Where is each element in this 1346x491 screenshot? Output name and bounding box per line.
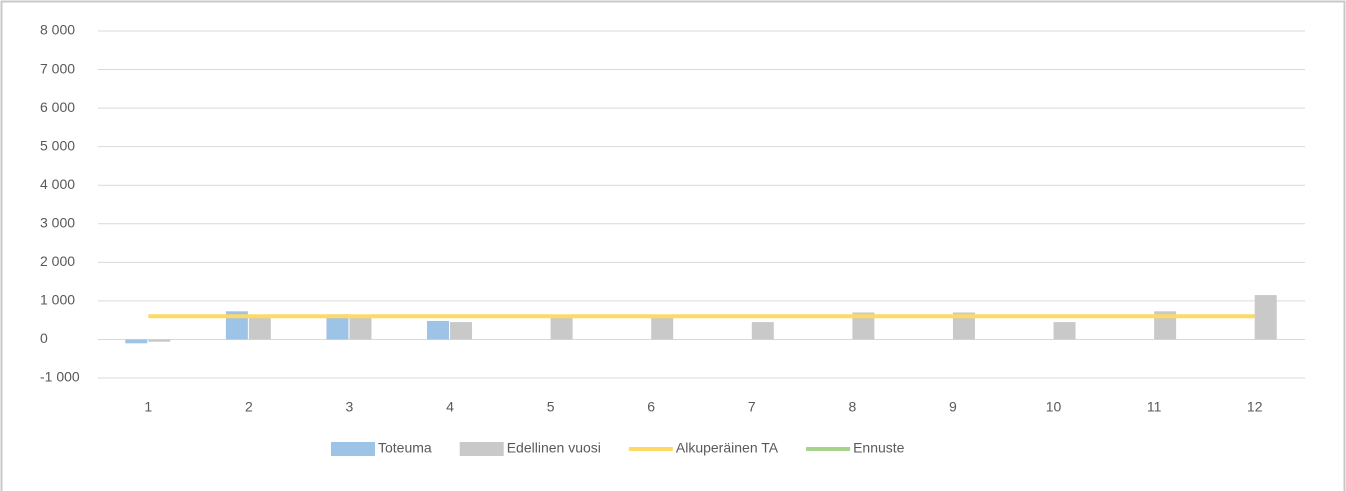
bar — [326, 314, 349, 340]
x-tick-label: 7 — [748, 399, 756, 415]
bar — [349, 316, 372, 340]
x-tick-label: 4 — [446, 399, 454, 415]
legend-key — [331, 442, 375, 456]
legend-label: Ennuste — [853, 440, 905, 456]
x-tick-label: 3 — [346, 399, 354, 415]
bar — [852, 312, 875, 340]
legend-key — [459, 442, 504, 456]
y-tick-label: 7 000 — [40, 60, 75, 76]
bar — [427, 320, 450, 340]
x-tick-label: 11 — [1147, 399, 1162, 415]
y-tick-label: 3 000 — [40, 214, 75, 230]
y-tick-label: 0 — [40, 330, 48, 346]
x-tick-label: 12 — [1247, 399, 1263, 415]
bar — [651, 316, 674, 340]
bar — [1154, 311, 1177, 340]
bar — [148, 339, 171, 342]
bar — [450, 322, 473, 340]
x-tick-label: 2 — [245, 399, 253, 415]
bar — [550, 316, 573, 340]
y-tick-label: -1 000 — [40, 369, 80, 385]
bar — [125, 339, 148, 344]
y-tick-label: 6 000 — [40, 99, 75, 115]
legend-label: Alkuperäinen TA — [676, 440, 779, 456]
x-tick-label: 10 — [1046, 399, 1062, 415]
x-tick-label: 6 — [647, 399, 655, 415]
x-tick-label: 9 — [949, 399, 957, 415]
legend-label: Edellinen vuosi — [507, 440, 601, 456]
y-tick-label: 8 000 — [40, 22, 75, 38]
legend-label: Toteuma — [378, 440, 432, 456]
y-tick-label: 1 000 — [40, 292, 75, 308]
bar — [248, 316, 271, 340]
bar — [225, 311, 248, 340]
bar — [1053, 322, 1076, 340]
bar — [751, 322, 774, 340]
x-tick-label: 5 — [547, 399, 555, 415]
x-tick-label: 1 — [144, 399, 152, 415]
y-tick-label: 2 000 — [40, 253, 75, 269]
bar — [1254, 295, 1277, 340]
x-tick-label: 8 — [848, 399, 856, 415]
y-tick-label: 4 000 — [40, 176, 75, 192]
y-tick-label: 5 000 — [40, 137, 75, 153]
bar — [952, 312, 975, 340]
